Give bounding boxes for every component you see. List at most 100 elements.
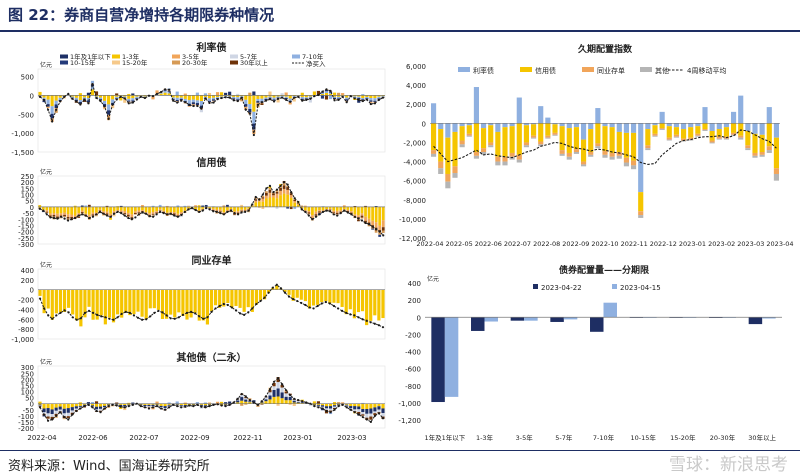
bar-segment [256, 98, 260, 102]
x-tick-label: 1-3年 [476, 433, 494, 442]
bar-segment [369, 416, 373, 420]
bar-segment [159, 93, 163, 96]
bar-segment [224, 92, 228, 96]
bar-segment [361, 99, 365, 101]
bar-segment [203, 402, 208, 404]
net-buy-point [251, 203, 254, 206]
bar-segment [280, 384, 284, 388]
net-buy-point [131, 101, 134, 104]
net-buy-point [91, 215, 94, 218]
bar-segment [211, 206, 215, 207]
net-buy-point [87, 309, 91, 313]
bar-segment [94, 406, 99, 410]
bar-segment [240, 206, 243, 210]
bar-segment [139, 403, 143, 405]
bar-segment [236, 93, 240, 96]
bar-segment [332, 289, 336, 303]
bar-segment [345, 403, 349, 405]
bar-segment [559, 150, 565, 154]
bar-segment [488, 123, 494, 126]
bar-segment [272, 99, 276, 101]
bar-segment [373, 100, 377, 102]
bar-segment [191, 404, 195, 406]
bar-segment [73, 215, 77, 218]
bar-segment [205, 289, 210, 325]
net-buy-point [349, 313, 352, 316]
net-buy-point [141, 318, 144, 321]
y-tick-label: 100 [21, 389, 34, 397]
net-buy-point [176, 405, 179, 408]
bar-segment [143, 403, 147, 405]
net-buy-point [42, 209, 45, 212]
y-tick-label: 0 [30, 401, 34, 409]
y-tick-label: 400 [408, 280, 421, 288]
bar-segment [46, 99, 50, 105]
net-buy-point [346, 211, 349, 214]
bar-segment [602, 123, 608, 127]
net-buy-point [42, 413, 46, 416]
y-tick-label: -200 [18, 229, 34, 237]
bar-segment [292, 97, 296, 102]
bar-segment [284, 96, 288, 98]
net-buy-point [240, 96, 243, 99]
bar-segment [357, 411, 361, 414]
bar-segment [66, 214, 70, 217]
net-buy-point [256, 103, 260, 106]
bar-segment [111, 105, 115, 109]
bar-segment [631, 132, 637, 161]
bar-segment [155, 211, 158, 213]
bar-segment [58, 289, 63, 313]
bar-segment [509, 152, 515, 157]
bar-segment [286, 206, 290, 209]
bar-segment [176, 205, 180, 207]
net-buy-point [240, 211, 243, 214]
bar-segment [364, 216, 367, 221]
net-buy-point [229, 209, 233, 212]
net-buy-point [282, 181, 286, 184]
bar-segment [90, 80, 95, 84]
net-buy-point [236, 397, 239, 400]
bar-segment [280, 398, 284, 404]
net-buy-point [102, 212, 105, 215]
net-buy-point [301, 400, 304, 403]
bar-segment [602, 154, 608, 158]
bar-segment [46, 106, 50, 108]
bar-segment [94, 91, 99, 96]
net-buy-point [38, 297, 42, 300]
net-buy-point [163, 88, 167, 91]
bar-segment [638, 192, 644, 212]
net-buy-point [66, 219, 70, 222]
y-tick-label: -600 [18, 316, 34, 324]
bar-segment [292, 96, 296, 97]
bar-segment [381, 95, 385, 97]
bar-segment [286, 185, 290, 188]
bar-segment [54, 104, 58, 109]
net-buy-point [176, 215, 179, 218]
net-buy-point [212, 210, 215, 213]
bar-segment [240, 209, 243, 211]
bar-segment [86, 100, 91, 103]
bar-segment [545, 123, 551, 136]
legend-swatch [60, 54, 68, 59]
bar-segment [175, 100, 179, 102]
bar-segment [77, 217, 81, 218]
bar-segment [234, 289, 238, 306]
bar-segment [236, 212, 240, 214]
bar-segment [261, 198, 265, 202]
net-buy-point [248, 112, 251, 115]
bar-segment [345, 405, 349, 407]
net-buy-point [293, 397, 296, 400]
y-tick-label: -250 [18, 235, 34, 243]
legend-label: 2023-04-15 [620, 284, 661, 292]
net-buy-point [136, 316, 140, 319]
bar-segment [552, 134, 558, 136]
bar-segment [191, 403, 195, 405]
bar-segment [240, 397, 244, 401]
bar-segment [45, 212, 49, 214]
bar-segment [78, 100, 82, 102]
net-buy-point [234, 309, 238, 312]
bar-segment [473, 152, 479, 156]
bar-segment [240, 204, 243, 207]
bar-segment [159, 405, 163, 408]
net-buy-point [329, 411, 332, 414]
